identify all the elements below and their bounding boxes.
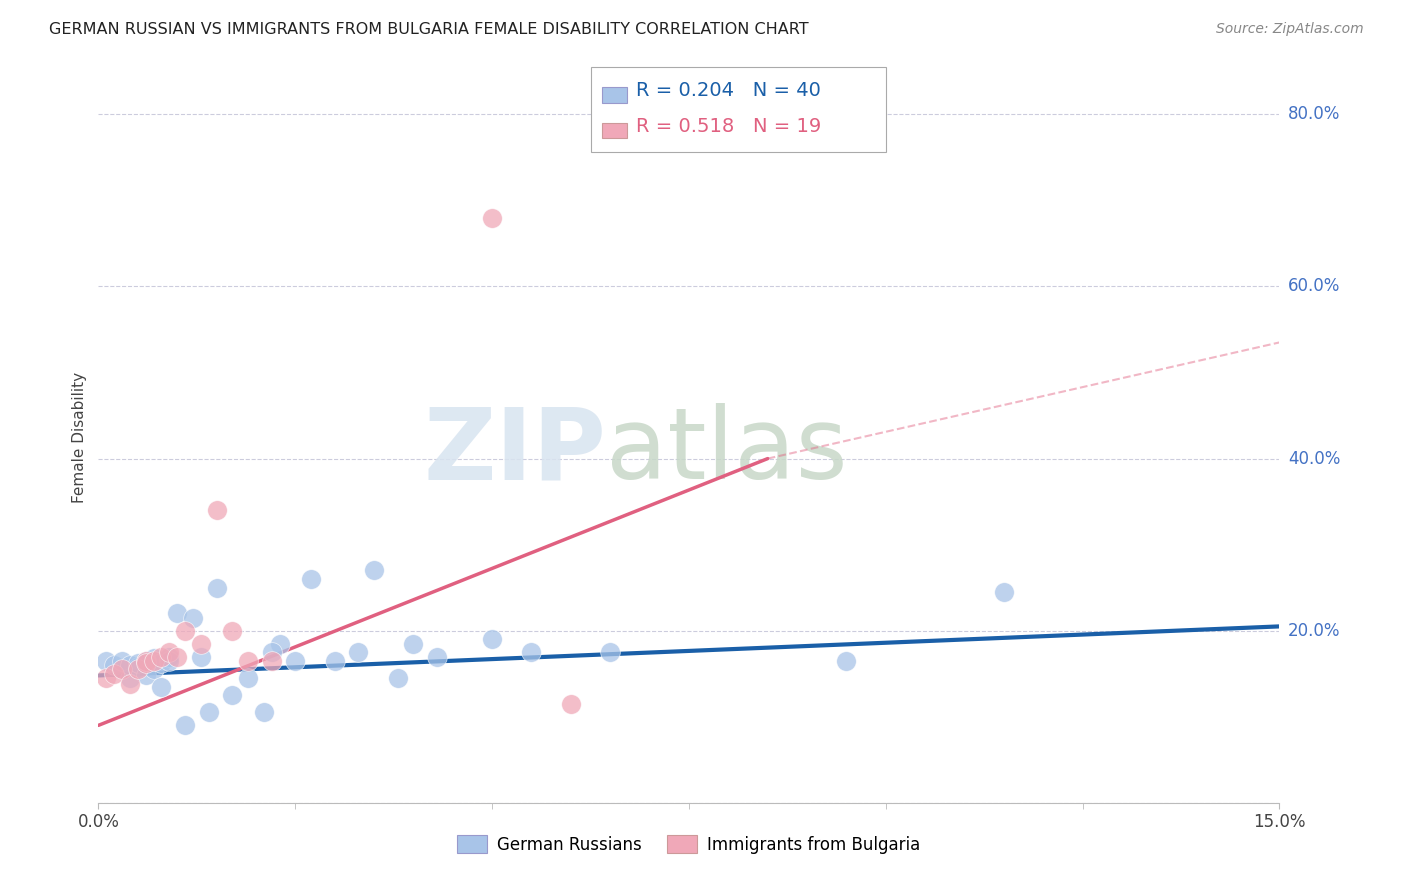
Point <box>599 645 621 659</box>
Point <box>150 649 173 664</box>
Point <box>135 654 157 668</box>
Point <box>260 645 283 659</box>
Text: R = 0.204   N = 40: R = 0.204 N = 40 <box>636 81 820 101</box>
Text: GERMAN RUSSIAN VS IMMIGRANTS FROM BULGARIA FEMALE DISABILITY CORRELATION CHART: GERMAN RUSSIAN VS IMMIGRANTS FROM BULGAR… <box>49 22 808 37</box>
Text: 40.0%: 40.0% <box>1288 450 1340 467</box>
Text: 60.0%: 60.0% <box>1288 277 1340 295</box>
Y-axis label: Female Disability: Female Disability <box>72 371 87 503</box>
Point <box>103 658 125 673</box>
Point <box>835 654 858 668</box>
Point <box>181 611 204 625</box>
Point <box>157 654 180 668</box>
Point <box>205 503 228 517</box>
Point <box>520 645 543 659</box>
Point <box>135 668 157 682</box>
Point <box>142 654 165 668</box>
Point <box>205 581 228 595</box>
Point <box>221 688 243 702</box>
Point <box>269 637 291 651</box>
Point <box>174 718 197 732</box>
Point <box>96 654 118 668</box>
Point <box>236 671 259 685</box>
Point <box>323 654 346 668</box>
Point <box>142 651 165 665</box>
Point <box>111 654 134 668</box>
Point <box>190 649 212 664</box>
Point <box>993 585 1015 599</box>
Point <box>197 706 219 720</box>
Point <box>135 654 157 668</box>
Point <box>347 645 370 659</box>
Point <box>150 680 173 694</box>
Point <box>127 657 149 671</box>
Point <box>253 706 276 720</box>
Point <box>426 649 449 664</box>
Point <box>284 654 307 668</box>
Point <box>157 645 180 659</box>
Point <box>103 666 125 681</box>
Point <box>190 637 212 651</box>
Point <box>387 671 409 685</box>
Point <box>111 662 134 676</box>
Point <box>157 649 180 664</box>
Text: R = 0.518   N = 19: R = 0.518 N = 19 <box>636 117 821 136</box>
Text: ZIP: ZIP <box>423 403 606 500</box>
Point <box>402 637 425 651</box>
Point <box>236 654 259 668</box>
Point <box>150 656 173 670</box>
Point <box>363 564 385 578</box>
Point <box>96 671 118 685</box>
Text: 80.0%: 80.0% <box>1288 105 1340 123</box>
Point <box>481 632 503 647</box>
Point <box>127 660 149 674</box>
Legend: German Russians, Immigrants from Bulgaria: German Russians, Immigrants from Bulgari… <box>451 829 927 860</box>
Point <box>260 654 283 668</box>
Point <box>299 572 322 586</box>
Point <box>142 662 165 676</box>
Point <box>560 697 582 711</box>
Text: 20.0%: 20.0% <box>1288 622 1340 640</box>
Point <box>118 677 141 691</box>
Point <box>166 607 188 621</box>
Point <box>481 211 503 225</box>
Point <box>118 671 141 685</box>
Text: Source: ZipAtlas.com: Source: ZipAtlas.com <box>1216 22 1364 37</box>
Point <box>127 662 149 676</box>
Text: atlas: atlas <box>606 403 848 500</box>
Point <box>174 624 197 638</box>
Point <box>166 649 188 664</box>
Point <box>118 658 141 673</box>
Point <box>111 662 134 676</box>
Point <box>135 656 157 670</box>
Point <box>221 624 243 638</box>
